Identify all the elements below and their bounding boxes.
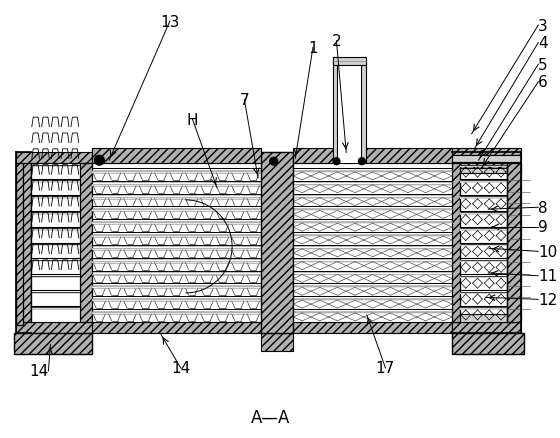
Bar <box>80 164 91 322</box>
Text: 4: 4 <box>538 36 548 51</box>
Bar <box>91 210 261 212</box>
Bar <box>261 153 293 333</box>
Bar <box>460 213 507 215</box>
Bar <box>31 260 80 263</box>
Bar <box>460 260 507 263</box>
Bar <box>452 163 521 169</box>
Text: 11: 11 <box>538 268 558 284</box>
Bar <box>91 300 261 301</box>
Bar <box>31 164 80 322</box>
Bar <box>293 261 452 263</box>
Text: 8: 8 <box>538 200 548 215</box>
Bar <box>293 300 452 301</box>
Bar <box>293 248 452 250</box>
Bar <box>31 213 80 215</box>
Bar <box>460 181 507 184</box>
Bar <box>460 292 507 294</box>
Bar <box>31 165 80 168</box>
Bar <box>361 58 366 164</box>
Bar <box>261 333 293 351</box>
Bar <box>452 333 524 354</box>
Bar <box>31 197 80 199</box>
Bar <box>31 292 80 294</box>
Bar <box>31 229 80 231</box>
Text: 13: 13 <box>160 14 180 29</box>
Text: 10: 10 <box>538 244 558 259</box>
Bar <box>293 172 452 173</box>
Bar <box>91 223 261 225</box>
Bar <box>91 172 261 173</box>
Circle shape <box>333 159 340 165</box>
Bar <box>460 308 507 310</box>
Bar <box>91 197 261 199</box>
Text: 14: 14 <box>29 364 48 378</box>
Bar <box>16 164 23 325</box>
Bar <box>90 153 452 164</box>
Text: 3: 3 <box>538 18 548 33</box>
Bar <box>31 181 80 184</box>
Text: 17: 17 <box>376 360 395 375</box>
Bar <box>91 248 261 250</box>
Bar <box>460 165 507 168</box>
Bar <box>293 184 452 186</box>
Bar <box>91 261 261 263</box>
Bar <box>293 149 452 164</box>
Bar <box>31 276 80 279</box>
Bar <box>293 236 452 237</box>
Bar <box>452 164 460 322</box>
Bar <box>460 229 507 231</box>
Circle shape <box>270 158 278 166</box>
Text: 7: 7 <box>240 93 249 108</box>
Bar <box>293 210 452 212</box>
Bar <box>16 153 91 164</box>
Bar <box>16 156 31 325</box>
Bar <box>293 223 452 225</box>
Text: 1: 1 <box>308 41 318 56</box>
Bar <box>14 333 91 354</box>
Bar <box>91 312 261 314</box>
Bar <box>333 58 366 66</box>
Bar <box>460 197 507 199</box>
Text: A—A: A—A <box>251 408 291 426</box>
Bar <box>90 322 452 333</box>
Text: 14: 14 <box>171 360 190 375</box>
Bar <box>16 322 91 333</box>
Text: 12: 12 <box>538 292 558 307</box>
Bar <box>91 184 261 186</box>
Bar <box>91 149 261 164</box>
Bar <box>293 197 452 199</box>
Text: 5: 5 <box>538 57 548 73</box>
Bar <box>460 244 507 247</box>
Circle shape <box>358 159 365 165</box>
Bar <box>293 312 452 314</box>
Bar <box>293 274 452 276</box>
Bar <box>91 236 261 237</box>
Bar <box>452 322 521 333</box>
Bar <box>460 276 507 279</box>
Text: H: H <box>186 112 198 127</box>
Bar <box>507 164 521 322</box>
Circle shape <box>95 156 104 166</box>
Bar <box>91 274 261 276</box>
Bar <box>452 156 521 163</box>
Bar <box>31 244 80 247</box>
Text: 2: 2 <box>332 34 341 49</box>
Bar <box>452 149 521 156</box>
Bar <box>338 66 361 164</box>
Bar <box>452 314 521 322</box>
Text: 9: 9 <box>538 220 548 235</box>
Bar <box>452 169 521 173</box>
Text: 6: 6 <box>538 75 548 90</box>
Bar <box>293 287 452 289</box>
Bar <box>91 287 261 289</box>
Bar <box>333 58 338 164</box>
Bar <box>31 308 80 310</box>
